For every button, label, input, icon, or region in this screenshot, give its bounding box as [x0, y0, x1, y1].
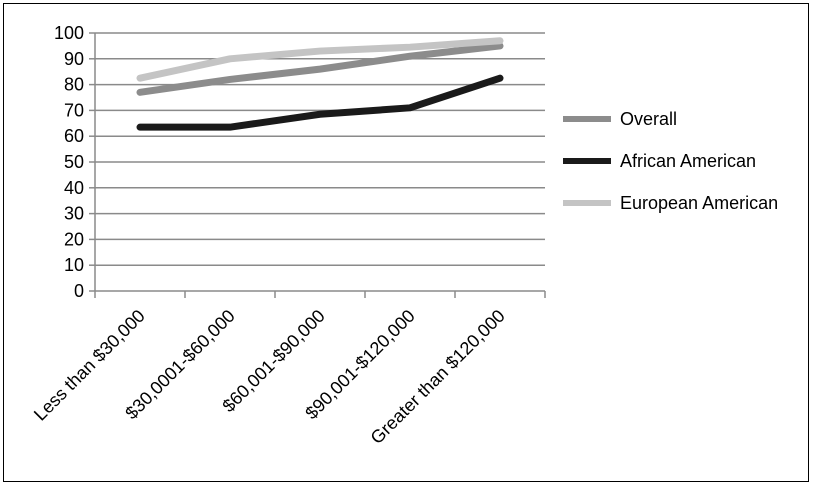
axes: [89, 32, 546, 298]
legend-label-african-american: African American: [620, 151, 756, 171]
y-tick-label: 80: [64, 75, 84, 95]
y-tick-label: 50: [64, 152, 84, 172]
y-tick-label: 70: [64, 100, 84, 120]
y-tick-label: 0: [74, 281, 84, 301]
y-tick-label: 40: [64, 178, 84, 198]
series-lines: [136, 37, 504, 131]
y-tick-labels: 0 10 20 30 40 50 60 70 80 90 100: [54, 23, 84, 301]
y-tick-label: 30: [64, 204, 84, 224]
y-tick-label: 90: [64, 49, 84, 69]
y-tick-label: 100: [54, 23, 84, 43]
series-line-overall: [136, 42, 504, 96]
y-tick-label: 10: [64, 255, 84, 275]
chart-frame: [3, 3, 809, 482]
series-line-african-american: [136, 74, 504, 131]
y-tick-label: 60: [64, 126, 84, 146]
gridlines: [95, 32, 545, 266]
legend-label-overall: Overall: [620, 109, 677, 129]
legend: Overall African American European American: [563, 109, 778, 213]
legend-label-european-american: European American: [620, 193, 778, 213]
y-tick-label: 20: [64, 229, 84, 249]
x-tick-labels: Less than $30,000$30,0001-$60,000$60,001…: [30, 306, 509, 448]
series-line-european-american: [136, 37, 504, 82]
